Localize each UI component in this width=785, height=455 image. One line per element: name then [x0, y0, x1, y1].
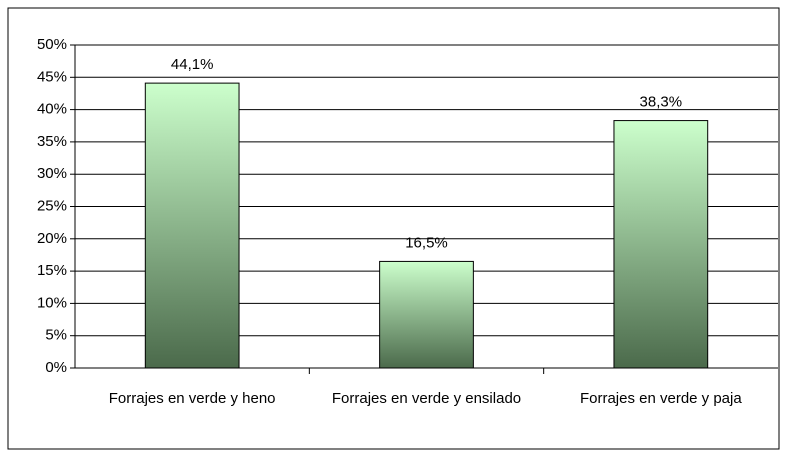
y-tick-label: 10%	[37, 294, 67, 311]
y-tick-label: 35%	[37, 133, 67, 150]
y-tick-label: 50%	[37, 36, 67, 53]
y-tick-label: 15%	[37, 262, 67, 279]
y-tick-label: 25%	[37, 197, 67, 214]
x-tick-label: Forrajes en verde y heno	[108, 390, 276, 407]
y-tick-label: 0%	[45, 359, 67, 376]
data-label: 16,5%	[405, 234, 448, 251]
x-tick-label: Forrajes en verde y paja	[579, 390, 742, 407]
chart-border	[7, 7, 780, 450]
y-tick-label: 45%	[37, 68, 67, 85]
bar	[613, 120, 709, 369]
data-label: 38,3%	[640, 94, 683, 111]
y-tick-label: 30%	[37, 165, 67, 182]
y-tick-label: 40%	[37, 101, 67, 118]
y-tick-label: 20%	[37, 230, 67, 247]
data-label: 44,1%	[171, 56, 214, 73]
bar	[379, 260, 474, 369]
x-tick-label: Forrajes en verde y ensilado	[331, 390, 522, 407]
y-tick-label: 5%	[45, 327, 67, 344]
bar	[144, 82, 240, 369]
